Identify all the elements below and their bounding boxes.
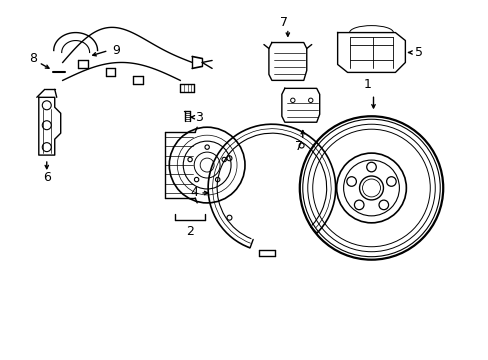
Text: 3: 3 — [195, 111, 203, 124]
Text: 8: 8 — [29, 52, 37, 65]
Text: 7: 7 — [279, 16, 287, 29]
Text: 5: 5 — [414, 46, 423, 59]
Text: 6: 6 — [43, 171, 51, 184]
Text: 2: 2 — [186, 225, 194, 238]
Text: 7: 7 — [294, 140, 302, 153]
Text: 1: 1 — [363, 78, 371, 91]
Text: 9: 9 — [112, 44, 120, 57]
Text: 4: 4 — [190, 186, 198, 199]
